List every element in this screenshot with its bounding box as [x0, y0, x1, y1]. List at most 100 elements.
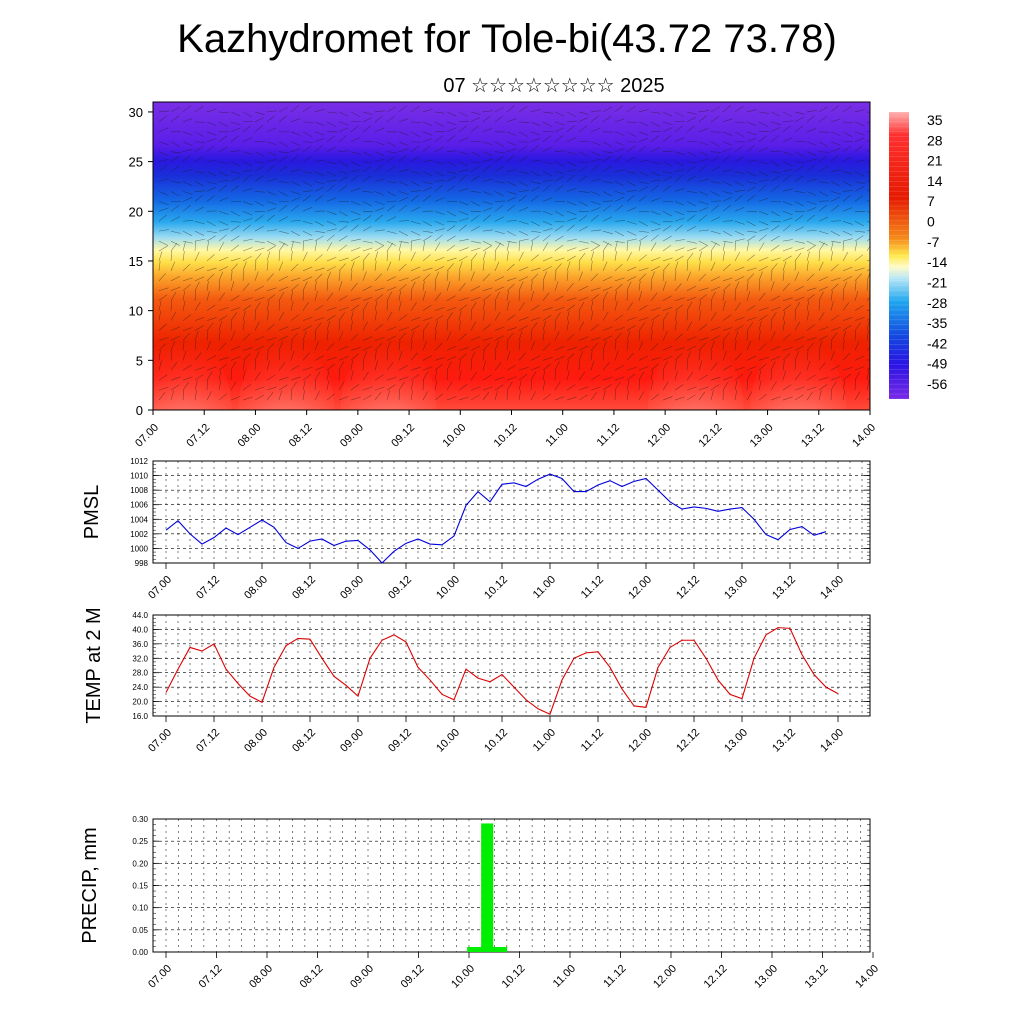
wind-barb	[650, 146, 661, 152]
wind-barb	[830, 290, 833, 301]
wind-barb	[434, 292, 442, 301]
wind-barb	[818, 384, 828, 391]
x-tick-label: 10.12	[482, 727, 510, 755]
wind-barb	[518, 276, 529, 282]
wind-barb	[806, 287, 817, 292]
wind-barb	[650, 111, 661, 114]
wind-barb	[662, 127, 673, 133]
wind-barb	[518, 302, 525, 311]
wind-barb	[806, 214, 815, 222]
wind-barb	[158, 323, 167, 331]
wind-barb	[698, 287, 709, 292]
wind-barb	[602, 286, 613, 292]
wind-barb	[194, 390, 197, 401]
wind-barb	[290, 350, 295, 361]
wind-barb	[530, 254, 539, 262]
wind-barb	[266, 164, 275, 172]
wind-barb	[350, 270, 353, 281]
wind-barb	[206, 108, 217, 113]
wind-barb	[686, 321, 693, 331]
wind-barb	[266, 287, 277, 292]
wind-barb	[674, 370, 678, 381]
wind-barb	[206, 145, 215, 152]
wind-barb	[458, 120, 469, 123]
wind-barb	[722, 240, 733, 244]
wind-barb	[374, 323, 383, 331]
wind-barb	[434, 307, 445, 311]
wind-barb	[662, 312, 669, 321]
wind-barb	[398, 141, 409, 146]
wind-barb	[638, 291, 643, 301]
wind-barb	[698, 360, 703, 371]
wind-barb	[362, 360, 365, 371]
wind-barb	[470, 285, 480, 292]
wind-barb	[314, 254, 323, 262]
wind-barb	[278, 341, 283, 351]
wind-barb	[866, 149, 870, 152]
wind-barb	[590, 245, 600, 252]
wind-barb	[434, 343, 443, 351]
wind-barb	[254, 296, 265, 301]
wind-barb	[854, 371, 860, 381]
wind-barb	[410, 352, 418, 361]
wind-barb	[158, 260, 161, 271]
heatmap-x-tick-label: 09.00	[338, 422, 366, 450]
wind-barb	[314, 304, 324, 311]
wind-barb	[698, 273, 707, 282]
wind-barb	[518, 121, 529, 123]
wind-barb	[530, 145, 539, 152]
wind-barb	[278, 376, 289, 381]
wind-barb	[218, 315, 228, 321]
wind-barb	[818, 181, 829, 184]
wind-barb	[758, 220, 769, 226]
wind-barb	[710, 376, 721, 381]
wind-barb	[542, 171, 553, 177]
wind-barb	[542, 197, 553, 202]
wind-barb	[662, 306, 673, 311]
wind-barb	[806, 310, 810, 321]
wind-barb	[314, 280, 317, 291]
wind-barb	[434, 256, 445, 262]
colorbar-label: 14	[927, 173, 943, 189]
x-tick-label: 07.12	[194, 574, 222, 602]
wind-barb	[686, 151, 696, 157]
wind-barb	[566, 169, 577, 172]
wind-barb	[662, 257, 673, 262]
wind-barb	[422, 280, 425, 291]
wind-barb	[278, 286, 289, 292]
wind-barb	[266, 115, 275, 123]
wind-barb	[854, 254, 864, 262]
wind-barb	[290, 364, 300, 371]
wind-barb	[518, 156, 528, 162]
wind-barb	[758, 161, 769, 165]
wind-barb	[542, 146, 553, 152]
wind-barb	[794, 151, 804, 157]
wind-barb	[842, 317, 853, 321]
wind-barb	[842, 290, 845, 301]
wind-barb	[518, 190, 529, 192]
wind-barb	[722, 196, 733, 202]
wind-barb	[566, 360, 569, 371]
y-tick-label: 1008	[130, 486, 148, 495]
wind-barb	[518, 171, 529, 174]
colorbar-label: 21	[927, 153, 943, 169]
wind-barb	[722, 148, 733, 152]
wind-barb	[818, 300, 821, 311]
wind-barb	[206, 159, 217, 162]
wind-barb	[362, 191, 373, 193]
wind-barb	[842, 352, 851, 361]
wind-barb	[338, 161, 349, 167]
wind-barb	[182, 148, 193, 152]
wind-barb	[290, 390, 293, 401]
wind-barb	[554, 370, 557, 381]
wind-barb	[794, 247, 805, 252]
wind-barb	[518, 230, 529, 236]
wind-barb	[338, 176, 348, 182]
wind-barb	[374, 115, 383, 123]
wind-barb	[158, 191, 169, 196]
wind-barb	[662, 244, 672, 252]
wind-barb	[386, 350, 389, 361]
wind-barb	[398, 340, 401, 351]
wind-barb	[422, 391, 428, 401]
wind-barb	[662, 111, 673, 117]
